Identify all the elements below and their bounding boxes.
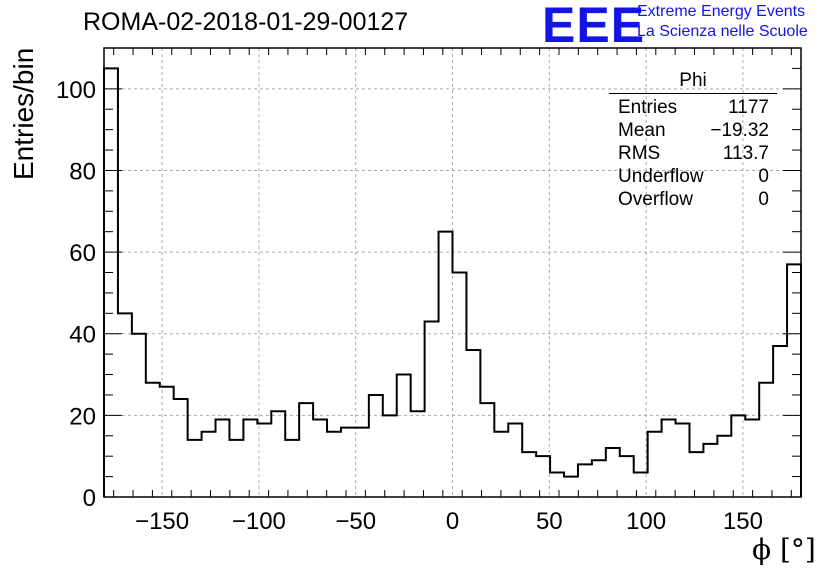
stats-row: Mean −19.32 xyxy=(609,119,777,142)
histogram-bin xyxy=(480,403,494,497)
stats-label: Overflow xyxy=(618,189,693,210)
histogram-bin xyxy=(494,432,508,497)
stats-label: RMS xyxy=(618,143,661,164)
stats-name: Phi xyxy=(609,70,777,94)
stats-value: −19.32 xyxy=(710,120,769,141)
histogram-bin xyxy=(578,464,592,497)
histogram-bin xyxy=(676,424,690,497)
stats-label: Mean xyxy=(618,120,666,141)
histogram-bin xyxy=(160,387,174,497)
histogram-outline xyxy=(103,67,802,497)
histogram-bin xyxy=(439,232,453,497)
histogram-bin xyxy=(522,452,536,497)
histogram-bin xyxy=(453,273,467,498)
histogram-bin xyxy=(229,440,243,497)
histogram-bin xyxy=(118,313,132,497)
histogram-bin xyxy=(634,473,648,497)
histogram-bin xyxy=(174,399,188,497)
histogram-bin xyxy=(717,436,731,497)
histogram-bin xyxy=(369,395,383,497)
eee-logo: EEE xyxy=(542,0,646,53)
histogram-bin xyxy=(341,428,355,497)
chart-title: ROMA-02-2018-01-29-00127 xyxy=(83,8,409,36)
histogram-bin xyxy=(592,460,606,497)
histogram-bin xyxy=(425,321,439,497)
histogram-bin xyxy=(216,419,230,497)
x-tick-label: 150 xyxy=(723,508,763,535)
brand-line-2: La Scienza nelle Scuole xyxy=(637,23,808,40)
y-tick-label: 20 xyxy=(69,403,96,430)
x-tick-label: 0 xyxy=(446,508,459,535)
y-tick-label: 100 xyxy=(56,77,96,104)
histogram-bin xyxy=(285,440,299,497)
y-tick-label: 0 xyxy=(83,485,96,512)
histogram-bin xyxy=(731,415,745,497)
stats-label: Underflow xyxy=(618,166,704,187)
stats-row: RMS 113.7 xyxy=(609,142,777,165)
histogram-bin xyxy=(648,432,662,497)
histogram-bin xyxy=(787,264,801,497)
y-axis-label: Entries/bin xyxy=(8,47,39,180)
stats-box: Phi Entries 1177 Mean −19.32 RMS 113.7 Unde… xyxy=(609,70,777,211)
histogram-bin xyxy=(104,68,118,497)
x-axis-label: ϕ [°] xyxy=(752,533,816,566)
histogram-bin xyxy=(202,432,216,497)
histogram-bin xyxy=(355,428,369,497)
histogram-bin xyxy=(411,411,425,497)
stats-label: Entries xyxy=(618,97,678,118)
histogram-bin xyxy=(257,424,271,497)
histogram-bin xyxy=(327,432,341,497)
y-tick-label: 60 xyxy=(69,240,96,267)
histogram-bin xyxy=(188,440,202,497)
histogram-bin xyxy=(313,419,327,497)
histogram-bin xyxy=(620,456,634,497)
histogram-bin xyxy=(271,411,285,497)
stats-value: 113.7 xyxy=(722,143,769,164)
x-tick-label: −50 xyxy=(335,508,376,535)
y-tick-label: 80 xyxy=(69,158,96,185)
x-tick-label: 50 xyxy=(536,508,563,535)
histogram-bin xyxy=(508,424,522,497)
stats-value: 0 xyxy=(758,166,769,187)
histogram-bin xyxy=(564,477,578,497)
stats-row: Underflow 0 xyxy=(609,165,777,188)
histogram-bin xyxy=(550,473,564,497)
stats-value: 1177 xyxy=(728,97,769,118)
histogram-bin xyxy=(397,375,411,497)
histogram-bin xyxy=(536,456,550,497)
x-tick-label: −100 xyxy=(232,508,286,535)
brand-line-1: Extreme Energy Events xyxy=(637,3,806,20)
x-tick-label: 100 xyxy=(626,508,666,535)
histogram-bin xyxy=(299,403,313,497)
histogram-bin xyxy=(383,415,397,497)
stats-value: 0 xyxy=(758,189,769,210)
histogram-bin xyxy=(745,419,759,497)
histogram-bin xyxy=(773,346,787,497)
histogram-bin xyxy=(146,383,160,497)
histogram-bin xyxy=(759,383,773,497)
x-tick-label: −150 xyxy=(135,508,189,535)
histogram-bin xyxy=(662,419,676,497)
histogram-bin xyxy=(606,448,620,497)
stats-row: Entries 1177 xyxy=(609,96,777,119)
histogram-bin xyxy=(132,334,146,497)
stats-row: Overflow 0 xyxy=(609,188,777,211)
histogram-bin xyxy=(466,350,480,497)
histogram-bin xyxy=(243,419,257,497)
histogram-bin xyxy=(703,444,717,497)
histogram-bin xyxy=(689,452,703,497)
y-tick-label: 40 xyxy=(69,322,96,349)
